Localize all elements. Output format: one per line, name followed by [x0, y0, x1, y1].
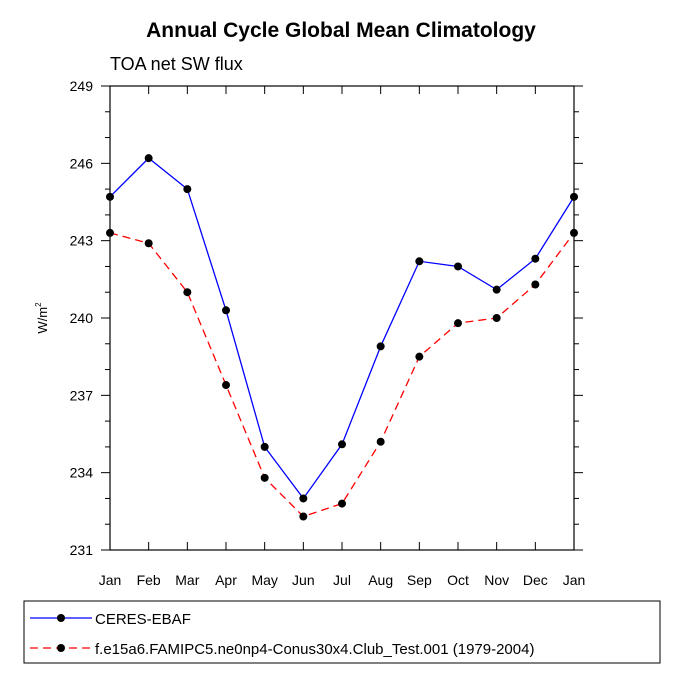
- svg-text:W/m2: W/m2: [34, 302, 50, 334]
- data-point: [338, 440, 346, 449]
- series-line: [109, 232, 575, 518]
- x-tick-label: Feb: [137, 572, 161, 588]
- legend: CERES-EBAF f.e15a6.FAMIPC5.ne0np4-Conus30…: [30, 611, 534, 658]
- data-point: [222, 381, 230, 390]
- data-point: [492, 314, 501, 322]
- data-point: [415, 257, 424, 266]
- legend-label: CERES-EBAF: [95, 611, 191, 628]
- y-tick-label: 237: [70, 387, 94, 403]
- x-tick-label: Mar: [175, 572, 199, 588]
- data-point: [415, 352, 424, 361]
- x-tick-label: May: [251, 572, 277, 588]
- y-axis-label: W/m2: [34, 302, 50, 334]
- x-tick-label: Nov: [484, 572, 509, 588]
- x-tick-label: Jan: [99, 572, 122, 588]
- data-point: [338, 499, 346, 508]
- y-tick-label: 240: [70, 310, 94, 326]
- data-point: [144, 154, 153, 163]
- data-point: [260, 473, 269, 482]
- y-tick-label: 231: [70, 542, 94, 558]
- y-tick-label: 246: [70, 155, 94, 171]
- x-tick-label: Jan: [563, 572, 586, 588]
- x-tick-label: Sep: [407, 572, 432, 588]
- y-tick-label: 234: [70, 465, 94, 481]
- series-2: [106, 228, 578, 521]
- data-point: [183, 185, 192, 194]
- x-tick-label: Aug: [368, 572, 393, 588]
- data-point: [492, 285, 501, 294]
- data-point: [376, 342, 385, 351]
- y-tick-label: 243: [70, 233, 94, 249]
- y-axis-label-text: W/m: [35, 307, 50, 334]
- data-point: [222, 306, 230, 315]
- data-point: [299, 494, 308, 503]
- x-tick-label: Jul: [333, 572, 351, 588]
- series-1: [106, 154, 578, 503]
- data-point: [531, 254, 540, 263]
- series-layer: [106, 154, 578, 521]
- x-tick-label: Jun: [292, 572, 315, 588]
- x-tick-label: Apr: [215, 572, 237, 588]
- data-point: [454, 262, 462, 271]
- y-tick-label: 249: [70, 78, 94, 94]
- chart-title: Annual Cycle Global Mean Climatology: [146, 19, 536, 42]
- y-tick-labels: 231 234 237 240 243 246 249: [70, 78, 94, 558]
- x-tick-label: Dec: [523, 572, 548, 588]
- data-point: [183, 288, 192, 297]
- legend-marker: [57, 614, 65, 622]
- x-tick-labels: Jan Feb Mar Apr May Jun Jul Aug Sep Oct Nov Dec Jan: [99, 572, 586, 588]
- axis-ticks: [101, 85, 583, 551]
- data-point: [376, 437, 385, 446]
- legend-box: [23, 600, 661, 664]
- data-point: [260, 442, 269, 451]
- plot-frame: [109, 85, 575, 551]
- y-axis-label-superscript: 2: [34, 302, 43, 307]
- data-point: [531, 280, 540, 289]
- legend-marker: [57, 644, 65, 652]
- chart-subtitle: TOA net SW flux: [110, 54, 243, 74]
- data-point: [299, 512, 308, 521]
- x-tick-label: Oct: [447, 572, 469, 588]
- legend-label: f.e15a6.FAMIPC5.ne0np4-Conus30x4.Club_Te…: [95, 641, 534, 658]
- data-point: [144, 239, 153, 248]
- data-point: [454, 319, 462, 328]
